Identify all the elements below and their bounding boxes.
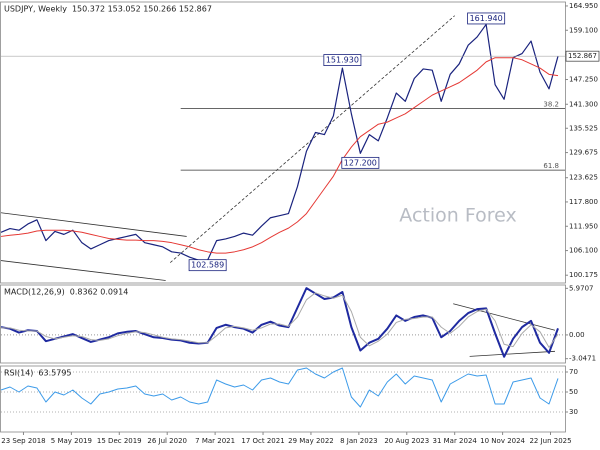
price-annotation: 127.200 [344, 158, 377, 167]
x-tick-label: 17 Oct 2021 [241, 437, 284, 445]
panel-values: 0.8362 0.0914 [70, 288, 129, 297]
y-tick-label: 135.525 [569, 124, 598, 132]
trendline [0, 212, 187, 237]
panel-values: 63.5795 [38, 369, 71, 378]
series-line [1, 292, 559, 348]
y-tick-label: 100.175 [569, 271, 598, 279]
price-annotation: 102.589 [191, 261, 224, 270]
y-tick-label: 30 [569, 408, 578, 416]
x-tick-label: 29 May 2022 [288, 437, 334, 445]
last-price-label: 152.867 [568, 52, 597, 60]
y-tick-label: 50 [569, 388, 578, 396]
y-tick-label: 106.100 [569, 247, 598, 255]
panel-title: USDJPY, Weekly [4, 5, 67, 14]
y-tick-label: 141.300 [569, 100, 598, 108]
x-tick-label: 5 May 2019 [51, 437, 92, 445]
fib-label: 38.2 [543, 101, 559, 109]
x-tick-label: 7 Mar 2021 [195, 437, 235, 445]
annotation-box [467, 12, 506, 25]
fib-label: 61.8 [543, 162, 559, 170]
y-tick-label: -3.0471 [569, 355, 596, 363]
x-tick-label: 8 Jan 2023 [340, 437, 378, 445]
series-line [0, 57, 559, 254]
last-price-box [565, 50, 600, 62]
series-line [0, 23, 559, 261]
x-tick-label: 22 Jun 2025 [529, 437, 571, 445]
y-tick-label: 164.950 [569, 2, 598, 10]
y-tick-label: 0.00 [569, 331, 585, 339]
y-tick-label: 111.950 [569, 222, 598, 230]
panel-title: MACD(12,26,9) [4, 288, 65, 297]
panel-frame [0, 365, 566, 433]
y-tick-label: 147.250 [569, 76, 598, 84]
x-tick-label: 31 Mar 2024 [432, 437, 477, 445]
series-line [0, 287, 559, 358]
annotation-box [188, 259, 227, 272]
y-tick-label: 5.9707 [569, 284, 594, 292]
panel-title: RSI(14) [4, 369, 33, 378]
y-tick-label: 123.625 [569, 174, 598, 182]
trendline [469, 350, 556, 357]
annotation-box [323, 54, 362, 66]
trendline [453, 303, 556, 331]
x-tick-label: 20 Aug 2023 [384, 437, 429, 445]
panel-frame [0, 1, 566, 284]
x-tick-label: 10 Nov 2024 [480, 437, 525, 445]
trendline [169, 15, 455, 263]
y-tick-label: 159.100 [569, 26, 598, 34]
panel-values: 150.372 153.052 150.266 152.867 [72, 5, 212, 14]
panel-frame [0, 284, 566, 364]
series-line [0, 367, 559, 408]
watermark: Action Forex [399, 205, 516, 227]
price-annotation: 161.940 [470, 14, 503, 23]
trendline [0, 260, 166, 281]
annotation-box [341, 156, 380, 169]
x-tick-label: 15 Dec 2019 [97, 437, 142, 445]
y-tick-label: 70 [569, 368, 578, 376]
x-tick-label: 26 Jul 2020 [147, 437, 187, 445]
y-tick-label: 129.675 [569, 149, 598, 157]
x-tick-label: 23 Sep 2018 [1, 437, 45, 445]
y-tick-label: 117.800 [569, 198, 598, 206]
price-annotation: 151.930 [326, 56, 359, 65]
